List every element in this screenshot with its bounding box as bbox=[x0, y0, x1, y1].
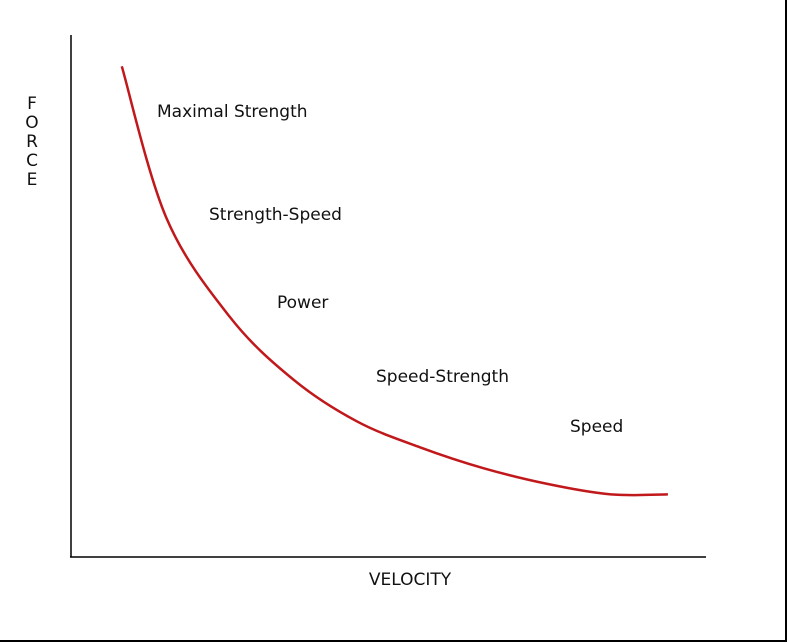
y-axis-label-letter: O bbox=[25, 113, 39, 133]
y-axis-label-letter: F bbox=[27, 94, 37, 114]
x-axis-label: VELOCITY bbox=[368, 570, 452, 590]
annotation-power: Power bbox=[277, 293, 329, 313]
annotation-maximal-strength: Maximal Strength bbox=[157, 102, 308, 122]
y-axis-label-letter: E bbox=[26, 170, 38, 190]
y-axis-label-letter: R bbox=[26, 132, 38, 152]
annotation-speed: Speed bbox=[570, 417, 624, 437]
y-axis-label-letter: C bbox=[26, 151, 38, 171]
annotation-strength-speed: Strength-Speed bbox=[209, 205, 342, 225]
force-velocity-curve bbox=[120, 65, 668, 497]
annotation-speed-strength: Speed-Strength bbox=[376, 367, 509, 387]
